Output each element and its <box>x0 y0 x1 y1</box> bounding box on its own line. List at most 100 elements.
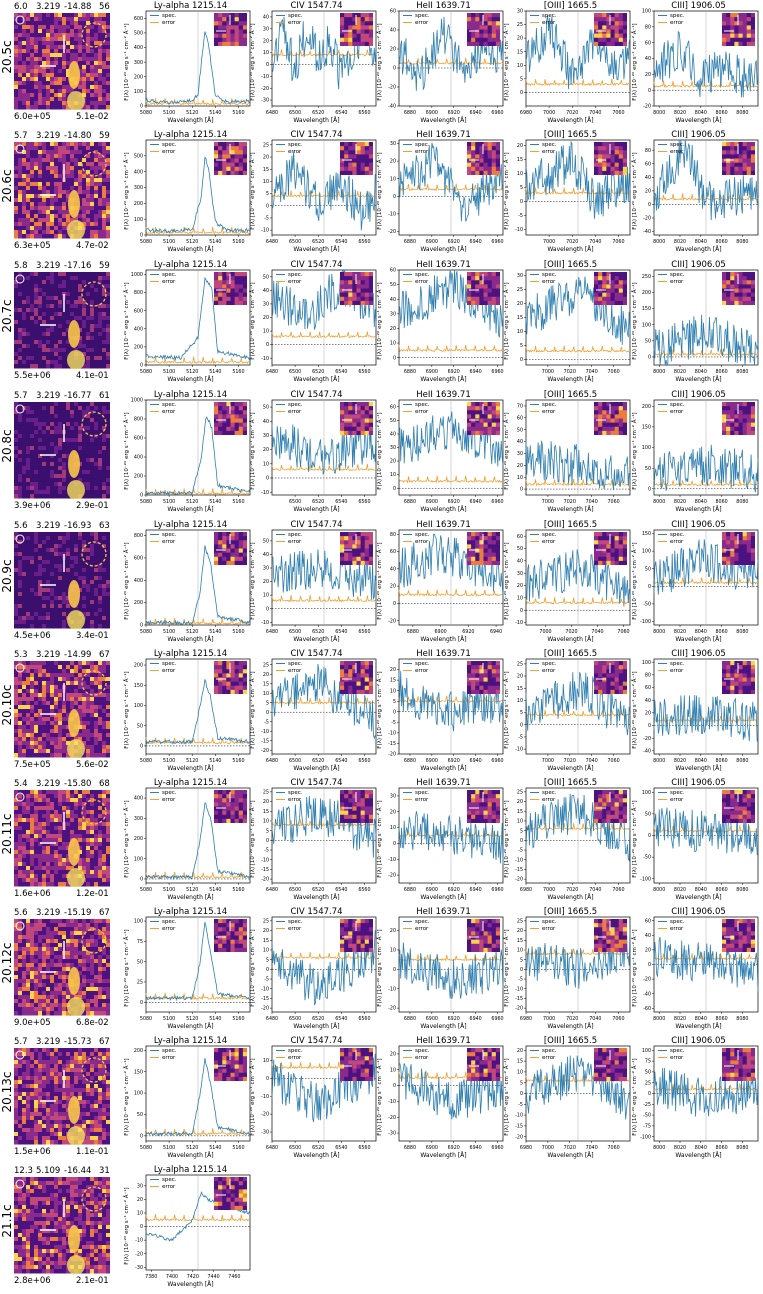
spectrum-panel: [OIII] 1665.5 6980 7000 7020 7040 7060 0 5 10 15 2… <box>504 1 634 130</box>
legend-swatch <box>276 15 285 16</box>
y-tick-label: 0 <box>648 1091 651 1097</box>
legend-swatch <box>150 144 159 145</box>
image-stamp: 5.6 3.219 -15.19 67 9.0e+05 6.8e-02 <box>14 908 110 1030</box>
y-tick-label: 50 <box>137 723 143 729</box>
panel-title: [OIII] 1665.5 <box>543 907 598 917</box>
x-tick-label: 6940 <box>470 1145 482 1151</box>
y-axis-label: F(λ) [10⁻²⁰ erg s⁻¹ cm⁻² Å⁻¹] <box>374 271 386 371</box>
spec-series-line <box>145 679 251 745</box>
y-tick-label: 30 <box>263 433 269 439</box>
panel-title: HeII 1639.71 <box>416 520 471 530</box>
spectrum-panel: Ly-alpha 1215.14 5080 5100 5120 5140 5160 0 200… <box>124 260 254 389</box>
stamp-value-v1: 5.6 <box>14 521 28 531</box>
y-tick-label: 50 <box>645 338 651 344</box>
y-axis-label: F(λ) [10⁻²⁰ erg s⁻¹ cm⁻² Å⁻¹] <box>374 1047 386 1147</box>
row-label-text: 20.11c <box>0 813 14 855</box>
inset-narrowband-image <box>722 402 755 435</box>
stamp-value-v2: 3.219 <box>36 1037 61 1047</box>
x-tick-label: 7060 <box>612 1016 624 1022</box>
legend-entry-spec: spec. <box>530 919 557 926</box>
legend-entry-spec: spec. <box>403 1048 430 1055</box>
image-stamp: 5.7 3.219 -16.77 61 3.9e+06 2.9e-01 <box>14 391 110 513</box>
x-axis-label: Wavelength [Å] <box>167 1152 214 1159</box>
x-tick-label: 6500 <box>289 369 301 375</box>
spectrum-panel: CIII] 1906.05 8000 8020 8040 8060 8080 -40 -20 0… <box>632 649 762 778</box>
x-tick-label: 6480 <box>266 887 278 893</box>
legend-swatch <box>276 799 285 800</box>
object-row: 20.13c 5.7 3.219 -15.73 67 1.5e+06 1.1e-01 Ly-a… <box>0 1036 763 1165</box>
x-tick-label: 7000 <box>542 758 554 764</box>
legend-label: error <box>542 279 556 285</box>
legend-label: spec. <box>542 790 557 796</box>
x-axis-label: Wavelength [Å] <box>167 636 214 643</box>
x-axis-label: Wavelength [Å] <box>547 1152 594 1159</box>
legend-entry-spec: spec. <box>530 1048 557 1055</box>
x-tick-label: 6540 <box>335 1145 347 1151</box>
legend-swatch <box>530 22 539 23</box>
x-axis-label: Wavelength [Å] <box>293 765 340 772</box>
x-tick-label: 6940 <box>470 239 482 245</box>
image-stamp: 5.7 3.219 -14.80 59 6.3e+05 4.7e-02 <box>14 131 110 253</box>
legend-swatch <box>276 411 285 412</box>
legend-label: error <box>542 797 556 803</box>
source-blob <box>68 1225 80 1253</box>
legend-label: spec. <box>542 402 557 408</box>
y-tick-label: -10 <box>261 620 269 626</box>
y-tick-label: 10 <box>390 341 396 347</box>
legend-entry-spec: spec. <box>276 790 303 797</box>
y-tick-label: 0 <box>140 623 143 629</box>
y-tick-label: -5 <box>518 848 523 854</box>
legend-swatch <box>150 1186 159 1187</box>
psf-circle <box>15 663 25 673</box>
x-axis-label: Wavelength [Å] <box>293 506 340 513</box>
legend-label: error <box>415 926 429 932</box>
panel-title: [OIII] 1665.5 <box>543 1036 598 1046</box>
psf-circle <box>15 15 25 25</box>
x-tick-label: 8020 <box>674 1016 686 1022</box>
legend-entry-spec: spec. <box>276 919 303 926</box>
row-label-text: 20.12c <box>0 942 14 984</box>
legend-label: error <box>288 20 302 26</box>
legend-entry-spec: spec. <box>150 13 177 20</box>
error-series-line <box>145 617 251 626</box>
legend-entry-spec: spec. <box>658 532 685 539</box>
x-tick-label: 7040 <box>589 110 601 116</box>
y-axis-label: F(λ) [10⁻²⁰ erg s⁻¹ cm⁻² Å⁻¹] <box>247 660 259 760</box>
y-tick-label: 5 <box>520 343 523 349</box>
legend-swatch <box>276 404 285 405</box>
y-tick-label: 40 <box>645 698 651 704</box>
stamp-scale-hi: 1.2e-01 <box>76 889 109 899</box>
y-tick-label: 800 <box>134 417 143 423</box>
x-axis-label: Wavelength [Å] <box>293 117 340 124</box>
y-tick-label: 100 <box>134 1091 143 1097</box>
stamp-value-v3: -15.19 <box>64 908 92 918</box>
legend-swatch <box>658 921 667 922</box>
y-tick-label: -10 <box>261 74 269 80</box>
y-tick-label: 30 <box>263 26 269 32</box>
x-tick-label: 5140 <box>209 758 221 764</box>
legend-entry-error: error <box>150 279 177 286</box>
y-tick-label: 0 <box>520 608 523 614</box>
row-label: 20.11c <box>0 779 14 889</box>
legend-swatch <box>658 411 667 412</box>
y-axis-label-text: F(λ) [10⁻²⁰ erg s⁻¹ cm⁻² Å⁻¹] <box>504 671 510 749</box>
spectrum-panel: CIV 1547.74 6500 6520 6540 6560 -10 0 10 20 30 40 5… <box>250 390 380 519</box>
y-tick-label: -5 <box>518 1102 523 1108</box>
y-tick-label: 100 <box>134 703 143 709</box>
row-label: 20.9c <box>0 521 14 631</box>
y-axis-label-text: F(λ) [10⁻²⁰ erg s⁻¹ cm⁻² Å⁻¹] <box>250 152 256 230</box>
error-series-line <box>145 1214 250 1222</box>
stamp-value-v2: 3.219 <box>36 391 61 401</box>
legend-swatch <box>150 274 159 275</box>
panel-title: CIV 1547.74 <box>290 907 343 917</box>
x-tick-label: 6960 <box>491 499 503 505</box>
y-tick-label: 20 <box>390 326 396 332</box>
y-tick-label: 15 <box>263 167 269 173</box>
panel-title: [OIII] 1665.5 <box>543 130 598 140</box>
spectrum-panel: HeII 1639.71 6880 6900 6920 6940 6960 -20 -10 0 1… <box>377 778 507 907</box>
x-tick-label: 5100 <box>163 629 175 635</box>
x-tick-label: 5120 <box>186 369 198 375</box>
y-tick-label: 20 <box>390 1052 396 1058</box>
x-tick-label: 8060 <box>715 369 727 375</box>
psf-circle <box>15 274 25 284</box>
